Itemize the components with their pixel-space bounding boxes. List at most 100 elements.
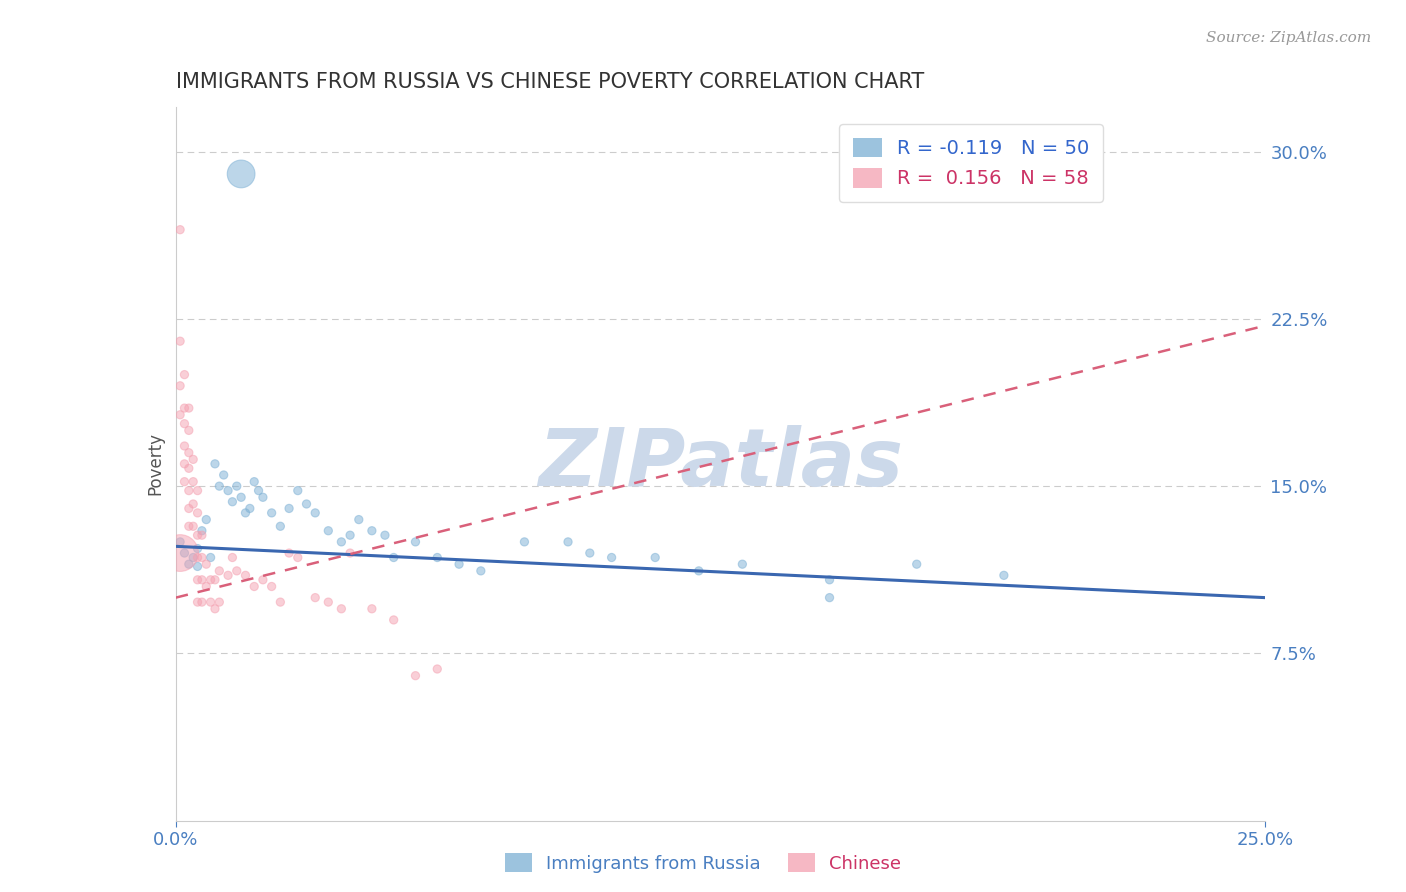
Point [181, 452, 204, 467]
Point [330, 535, 353, 549]
Point [191, 550, 214, 565]
Point [217, 483, 239, 498]
Legend: R = -0.119   N = 50, R =  0.156   N = 58: R = -0.119 N = 50, R = 0.156 N = 58 [839, 124, 1104, 202]
Point [169, 334, 191, 349]
Text: IMMIGRANTS FROM RUSSIA VS CHINESE POVERTY CORRELATION CHART: IMMIGRANTS FROM RUSSIA VS CHINESE POVERT… [176, 71, 924, 92]
Point [177, 424, 200, 438]
Point [173, 401, 195, 416]
Point [330, 602, 353, 616]
Point [186, 483, 209, 498]
Point [221, 550, 243, 565]
Point [204, 573, 226, 587]
Point [173, 546, 195, 560]
Point [247, 483, 270, 498]
Point [818, 573, 841, 587]
Point [269, 595, 291, 609]
Point [513, 535, 536, 549]
Point [382, 613, 405, 627]
Point [195, 557, 218, 572]
Point [426, 550, 449, 565]
Point [191, 528, 214, 542]
Point [374, 528, 396, 542]
Point [177, 557, 200, 572]
Point [173, 475, 195, 489]
Point [177, 446, 200, 460]
Point [382, 550, 405, 565]
Point [252, 491, 274, 505]
Point [731, 557, 754, 572]
Point [191, 573, 214, 587]
Point [186, 506, 209, 520]
Point [318, 595, 340, 609]
Point [181, 475, 204, 489]
Point [186, 573, 209, 587]
Point [177, 501, 200, 516]
Point [243, 475, 266, 489]
Point [447, 557, 470, 572]
Point [200, 550, 222, 565]
Point [217, 568, 239, 582]
Point [278, 546, 301, 560]
Point [269, 519, 291, 533]
Point [208, 595, 231, 609]
Point [644, 550, 666, 565]
Point [208, 564, 231, 578]
Point [260, 506, 283, 520]
Legend: Immigrants from Russia, Chinese: Immigrants from Russia, Chinese [498, 847, 908, 880]
Point [173, 439, 195, 453]
Text: ZIPatlas: ZIPatlas [538, 425, 903, 503]
Point [600, 550, 623, 565]
Point [557, 535, 579, 549]
Point [186, 550, 209, 565]
Point [191, 595, 214, 609]
Point [231, 491, 253, 505]
Point [304, 591, 326, 605]
Point [177, 519, 200, 533]
Point [169, 378, 191, 392]
Point [208, 479, 231, 493]
Point [200, 595, 222, 609]
Point [169, 408, 191, 422]
Point [225, 564, 247, 578]
Point [186, 541, 209, 556]
Point [195, 580, 218, 594]
Point [405, 669, 427, 683]
Point [426, 662, 449, 676]
Point [360, 602, 382, 616]
Point [177, 461, 200, 475]
Point [169, 222, 191, 236]
Point [225, 479, 247, 493]
Point [287, 483, 309, 498]
Point [347, 512, 370, 526]
Point [405, 535, 427, 549]
Point [204, 457, 226, 471]
Point [239, 501, 262, 516]
Point [231, 167, 253, 181]
Point [278, 501, 301, 516]
Point [688, 564, 710, 578]
Point [173, 417, 195, 431]
Point [295, 497, 318, 511]
Text: Source: ZipAtlas.com: Source: ZipAtlas.com [1205, 31, 1371, 45]
Point [186, 595, 209, 609]
Point [204, 602, 226, 616]
Point [169, 535, 191, 549]
Point [221, 494, 243, 508]
Point [260, 580, 283, 594]
Point [243, 580, 266, 594]
Point [195, 512, 218, 526]
Point [339, 546, 361, 560]
Point [579, 546, 602, 560]
Point [177, 483, 200, 498]
Point [181, 550, 204, 565]
Point [252, 573, 274, 587]
Point [235, 568, 257, 582]
Point [169, 546, 191, 560]
Point [186, 528, 209, 542]
Point [181, 519, 204, 533]
Point [318, 524, 340, 538]
Point [173, 457, 195, 471]
Point [993, 568, 1015, 582]
Point [181, 497, 204, 511]
Point [173, 368, 195, 382]
